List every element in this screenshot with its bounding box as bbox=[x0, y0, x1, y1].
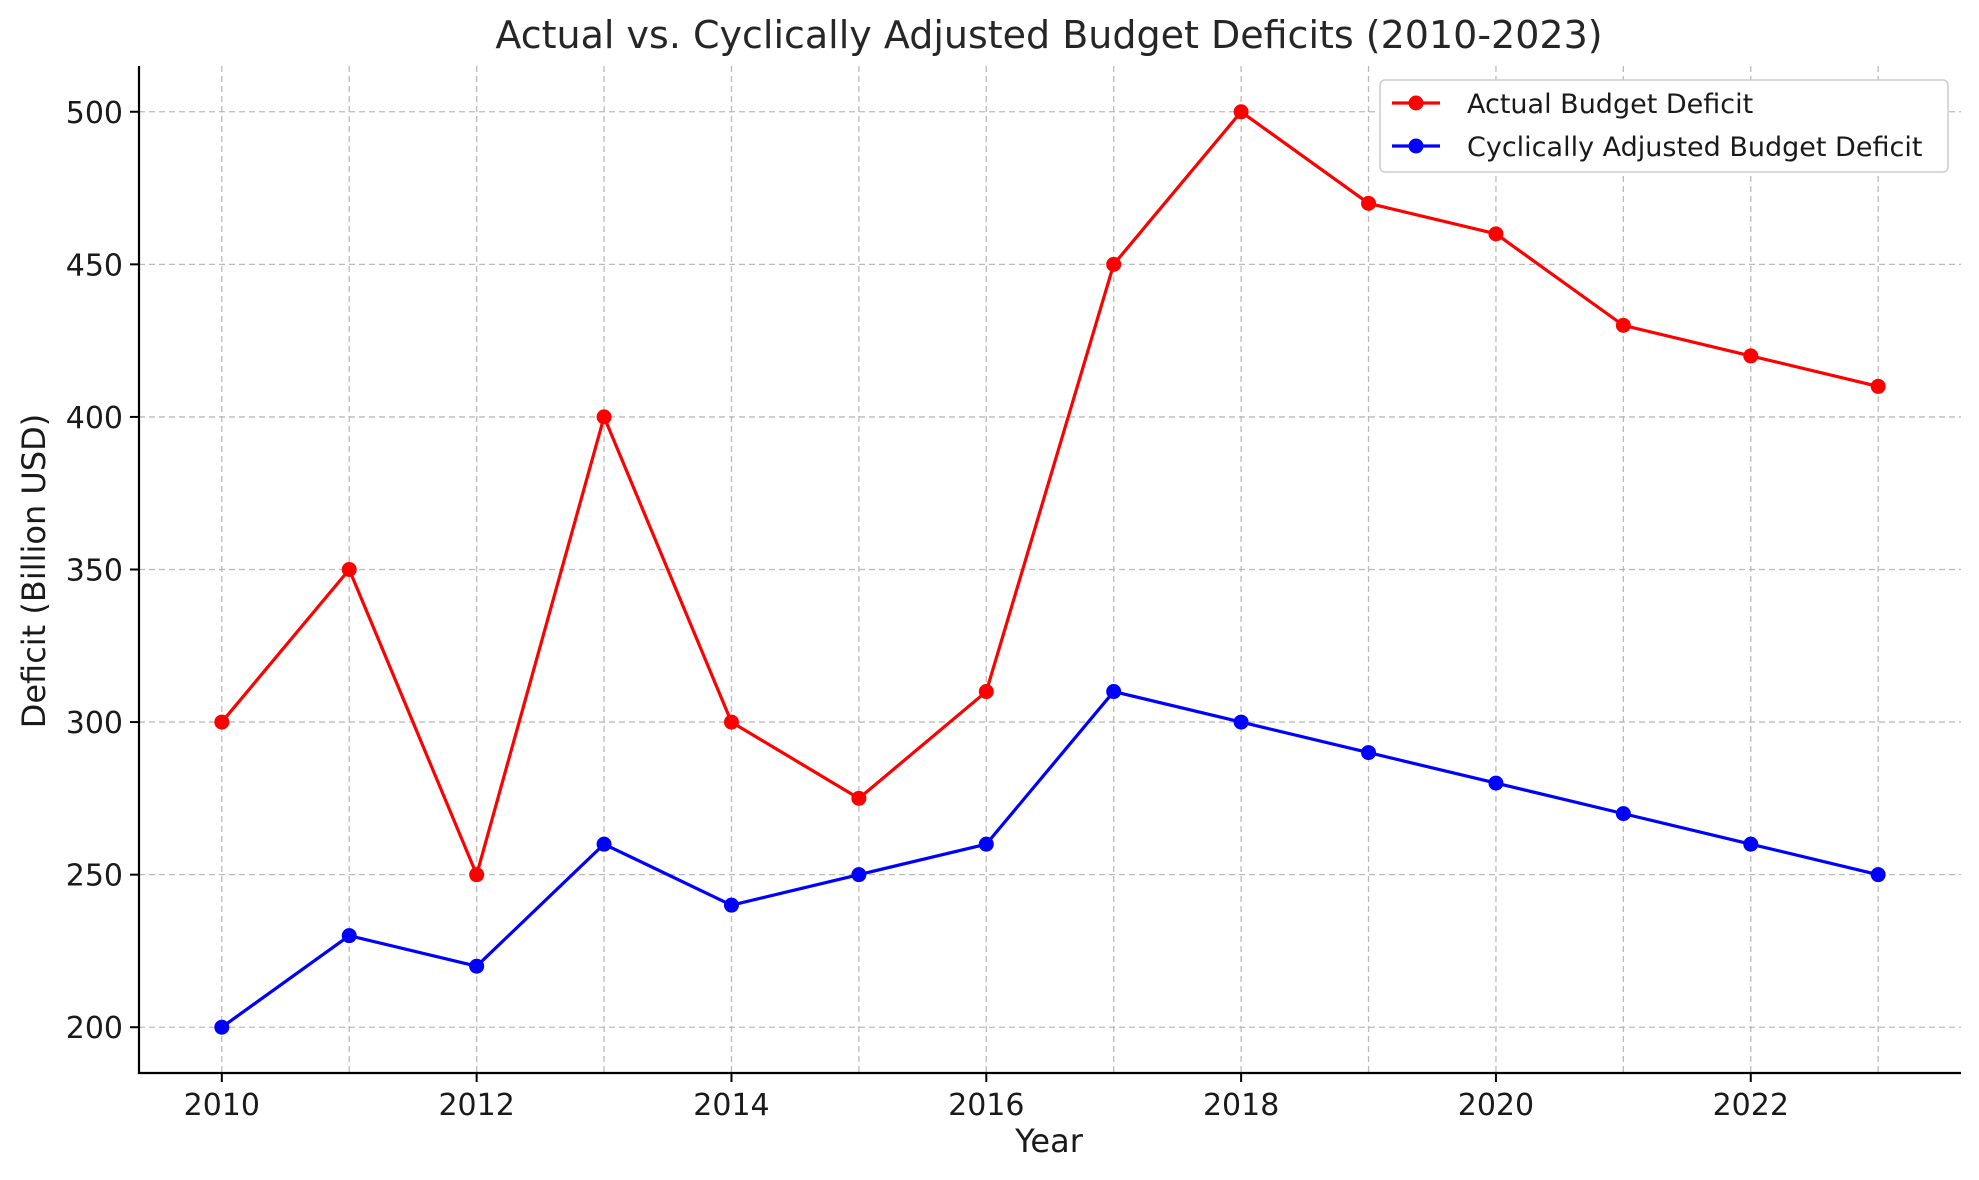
data-point bbox=[1488, 775, 1504, 791]
data-point bbox=[723, 714, 739, 730]
series-2 bbox=[214, 684, 1886, 1035]
data-point bbox=[469, 958, 485, 974]
data-point bbox=[1615, 317, 1631, 333]
data-point bbox=[1870, 378, 1886, 394]
data-point bbox=[851, 867, 867, 883]
data-point bbox=[214, 1019, 230, 1035]
legend-swatch-marker bbox=[1408, 95, 1424, 111]
series-line bbox=[220, 110, 1879, 877]
chart-title: Actual vs. Cyclically Adjusted Budget De… bbox=[495, 13, 1602, 57]
legend: Actual Budget Deficit Cyclically Adjusted… bbox=[1379, 79, 1949, 173]
legend-label: Cyclically Adjusted Budget Deficit bbox=[1467, 132, 1922, 163]
data-point bbox=[1233, 104, 1249, 120]
data-point bbox=[1743, 836, 1759, 852]
data-point bbox=[978, 836, 994, 852]
data-point bbox=[469, 867, 485, 883]
grid bbox=[139, 66, 1961, 1073]
data-point bbox=[1870, 867, 1886, 883]
data-point bbox=[1233, 714, 1249, 730]
x-tick-label: 2014 bbox=[693, 1088, 769, 1123]
data-point bbox=[596, 409, 612, 425]
axis-spines bbox=[137, 66, 1961, 1075]
data-point bbox=[341, 562, 357, 577]
series-line bbox=[220, 689, 1879, 1029]
legend-swatch-marker bbox=[1408, 138, 1424, 154]
y-tick-label: 500 bbox=[66, 96, 123, 131]
y-tick-label: 250 bbox=[66, 859, 123, 894]
legend-item: Cyclically Adjusted Budget Deficit bbox=[1392, 132, 1922, 163]
data-point bbox=[1488, 226, 1504, 242]
x-tick-label: 2012 bbox=[438, 1088, 514, 1123]
x-tick-label: 2018 bbox=[1203, 1088, 1279, 1123]
data-point bbox=[1743, 348, 1759, 364]
x-tick-label: 2022 bbox=[1713, 1088, 1789, 1123]
legend-label: Actual Budget Deficit bbox=[1467, 89, 1753, 120]
data-point bbox=[851, 790, 867, 806]
x-tick-label: 2020 bbox=[1458, 1088, 1534, 1123]
y-axis-title: Deficit (Billion USD) bbox=[15, 414, 53, 729]
x-axis-title: Year bbox=[1014, 1122, 1084, 1160]
legend-item: Actual Budget Deficit bbox=[1392, 89, 1753, 120]
data-point bbox=[1106, 684, 1122, 700]
data-point bbox=[214, 714, 230, 730]
data-point bbox=[1361, 195, 1377, 211]
y-tick-label: 350 bbox=[66, 554, 123, 589]
data-point bbox=[1106, 256, 1122, 272]
legend-frame bbox=[1379, 79, 1949, 173]
series-1 bbox=[214, 104, 1886, 883]
data-point bbox=[978, 684, 994, 700]
data-point bbox=[341, 928, 357, 944]
y-tick-label: 200 bbox=[66, 1011, 123, 1046]
x-tick-label: 2016 bbox=[948, 1088, 1024, 1123]
data-point bbox=[1361, 745, 1377, 761]
y-tick-label: 450 bbox=[66, 248, 123, 283]
y-tick-label: 300 bbox=[66, 706, 123, 741]
data-point bbox=[596, 836, 612, 852]
x-tick-label: 2010 bbox=[184, 1088, 260, 1123]
data-point bbox=[723, 897, 739, 913]
series-layer bbox=[214, 104, 1886, 1035]
data-point bbox=[1615, 806, 1631, 822]
axes: 200 250 300 350 400 450 500 2010 2012 2014 2016 201… bbox=[66, 66, 1961, 1123]
y-tick-label: 400 bbox=[66, 401, 123, 436]
